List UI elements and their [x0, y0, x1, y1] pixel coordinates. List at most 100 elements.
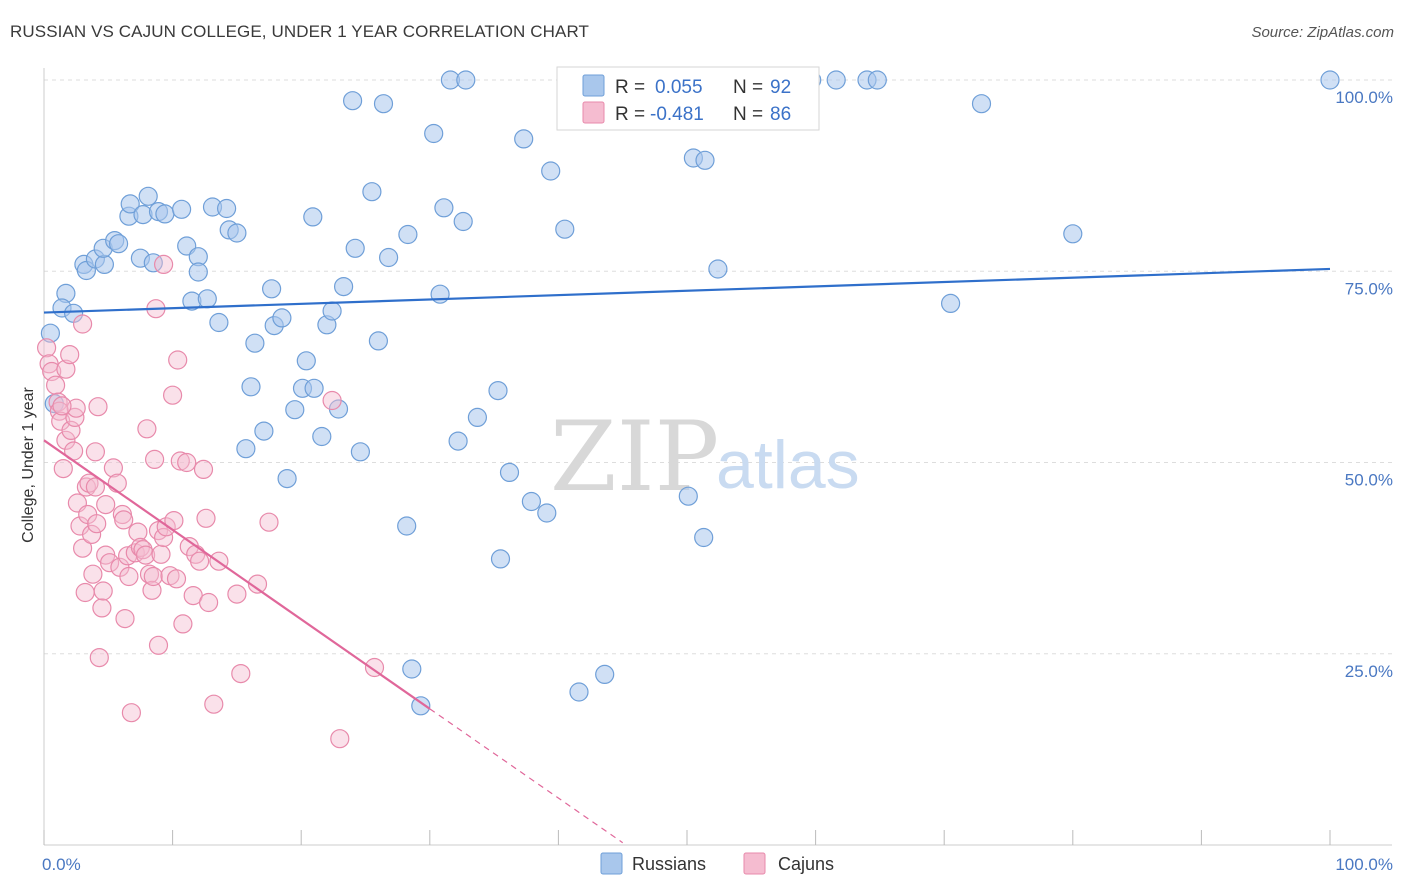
point-cajuns-8 [56, 359, 76, 379]
point-cajuns-54 [148, 635, 169, 655]
point-russians-67 [490, 549, 511, 569]
point-cajuns-30 [93, 581, 113, 601]
legend-n-value-cajuns: 86 [770, 104, 791, 125]
point-cajuns-50 [142, 580, 162, 600]
point-russians-52 [373, 94, 394, 114]
point-russians-70 [521, 491, 542, 512]
watermark-atlas: atlas [716, 427, 860, 503]
x-tick-label-max: 100.0% [1335, 855, 1393, 874]
axes-layer: 25.0% 50.0% 75.0% 100.0% 0.0% 100.0% [42, 68, 1393, 874]
point-cajuns-80 [364, 657, 385, 678]
point-russians-41 [312, 426, 332, 447]
point-cajuns-68 [190, 551, 210, 571]
point-russians-89 [1320, 70, 1340, 90]
point-russians-51 [368, 331, 388, 351]
point-russians-18 [172, 199, 192, 219]
y-tick-label-75: 75.0% [1345, 279, 1393, 298]
point-russians-86 [940, 293, 961, 313]
point-russians-62 [448, 431, 468, 451]
point-cajuns-29 [92, 598, 112, 618]
point-cajuns-47 [136, 545, 156, 565]
point-cajuns-85 [52, 396, 72, 416]
legend-label-russians: Russians [632, 854, 706, 874]
point-russians-35 [272, 308, 292, 328]
point-russians-27 [227, 223, 247, 243]
point-russians-58 [424, 123, 444, 144]
point-russians-59 [430, 284, 450, 304]
point-russians-68 [499, 462, 520, 482]
point-russians-36 [277, 469, 297, 489]
legend-label-cajuns: Cajuns [778, 854, 834, 874]
point-cajuns-39 [115, 608, 135, 629]
point-russians-53 [379, 247, 399, 268]
point-russians-14 [138, 186, 158, 206]
legend-n-label-russians: N = [733, 77, 763, 98]
point-cajuns-61 [166, 569, 187, 589]
point-russians-23 [197, 289, 217, 309]
point-cajuns-74 [227, 584, 247, 604]
point-russians-56 [402, 659, 422, 679]
point-cajuns-34 [103, 458, 124, 478]
point-russians-80 [694, 527, 714, 548]
point-russians-65 [467, 407, 487, 427]
point-cajuns-84 [72, 314, 93, 334]
point-cajuns-14 [66, 398, 86, 418]
legend-r-value-russians: 0.055 [655, 77, 703, 98]
point-cajuns-10 [56, 430, 76, 450]
point-russians-83 [826, 70, 846, 90]
point-russians-72 [541, 161, 561, 181]
point-cajuns-38 [114, 510, 134, 530]
point-cajuns-76 [247, 574, 268, 594]
trendline-cajuns [43, 439, 431, 710]
point-cajuns-41 [119, 566, 139, 587]
point-russians-28 [209, 312, 229, 333]
trend-layer [43, 267, 1331, 844]
point-russians-60 [434, 198, 454, 218]
legend-r-label-russians: R = [615, 77, 645, 98]
point-cajuns-69 [193, 459, 214, 479]
point-russians-90 [40, 323, 61, 343]
point-russians-46 [334, 277, 354, 297]
point-cajuns-26 [88, 397, 108, 417]
point-cajuns-44 [128, 522, 148, 542]
point-russians-50 [362, 182, 382, 202]
point-russians-69 [514, 129, 534, 149]
point-russians-55 [397, 516, 417, 536]
grid-layer [44, 79, 1392, 655]
point-russians-47 [343, 91, 363, 111]
chart-title: RUSSIAN VS CAJUN COLLEGE, UNDER 1 YEAR C… [10, 22, 590, 41]
point-cajuns-70 [196, 508, 216, 528]
legend-swatch-cajuns-bottom [743, 852, 766, 875]
point-cajuns-33 [99, 553, 120, 573]
series-legend: Russians Cajuns [600, 852, 834, 875]
point-russians-13 [133, 205, 153, 225]
legend-n-label-cajuns: N = [733, 104, 763, 125]
correlation-legend: R = 0.055 N = 92 R = -0.481 N = 86 [556, 66, 820, 131]
point-russians-29 [245, 333, 265, 353]
legend-n-value-russians: 92 [770, 77, 791, 98]
point-russians-21 [188, 262, 208, 282]
trendline-cajuns-extension [429, 708, 624, 844]
point-cajuns-63 [173, 614, 193, 634]
point-russians-33 [262, 279, 282, 299]
point-cajuns-22 [81, 524, 102, 545]
point-cajuns-83 [168, 350, 188, 370]
point-cajuns-82 [154, 254, 174, 274]
point-russians-64 [456, 70, 476, 90]
legend-swatch-cajuns [582, 101, 605, 124]
point-cajuns-42 [121, 703, 141, 723]
point-russians-9 [108, 234, 129, 254]
legend-swatch-russians-bottom [600, 852, 623, 875]
point-russians-44 [322, 301, 342, 321]
point-cajuns-72 [204, 694, 224, 714]
point-cajuns-3 [45, 375, 66, 395]
point-russians-39 [296, 351, 316, 371]
point-russians-25 [217, 198, 237, 219]
point-cajuns-62 [170, 451, 190, 471]
point-russians-79 [695, 150, 715, 170]
point-russians-71 [537, 503, 557, 523]
legend-r-value-cajuns: -0.481 [650, 104, 704, 125]
point-cajuns-28 [89, 647, 109, 668]
point-cajuns-18 [75, 582, 95, 603]
